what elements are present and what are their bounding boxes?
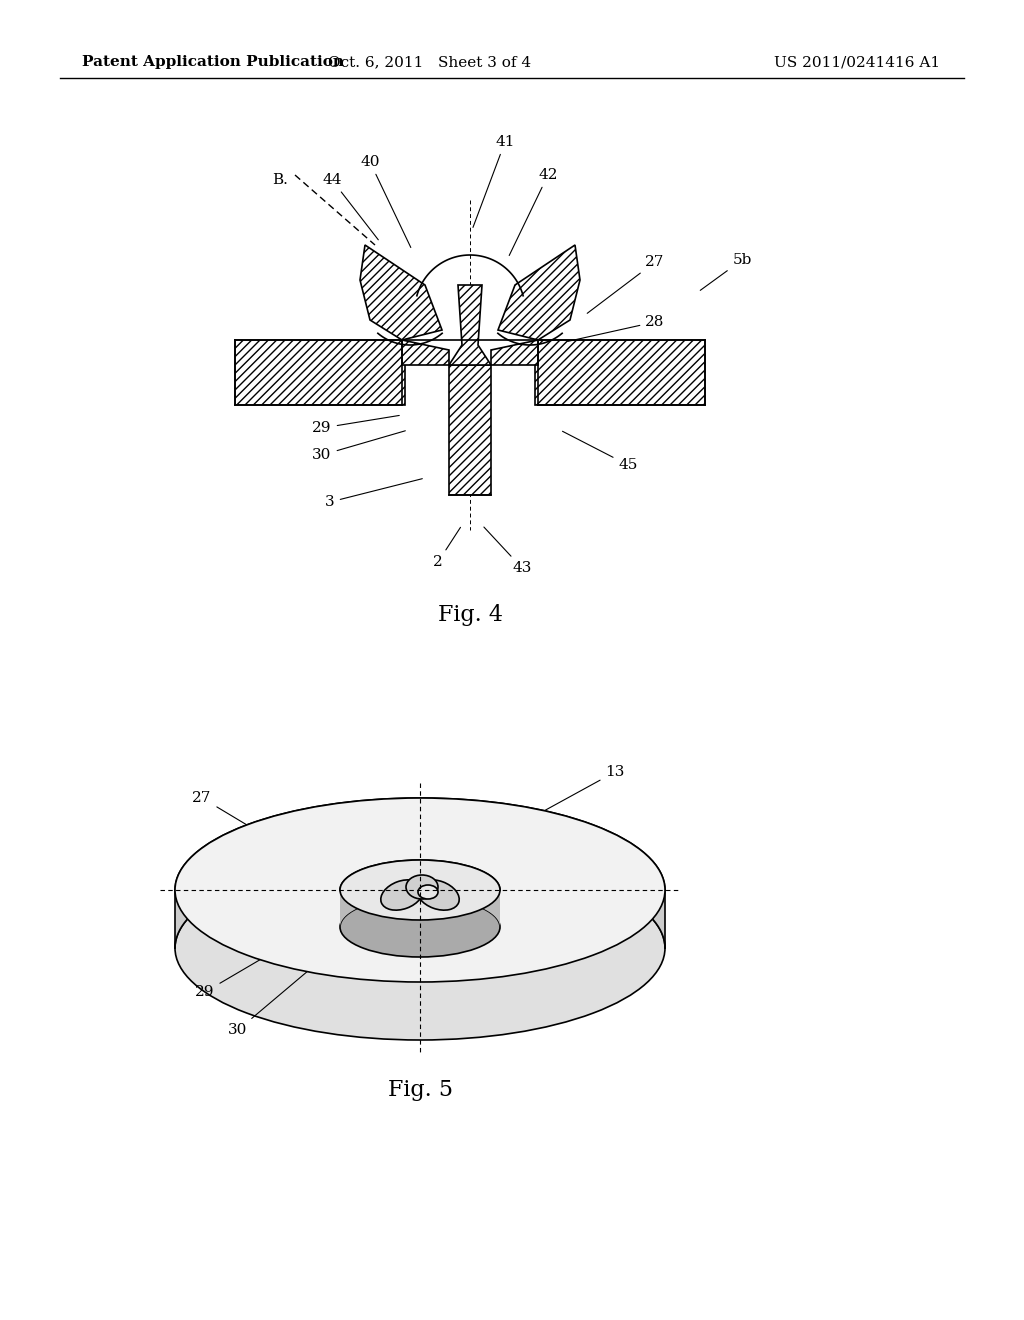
Text: 27: 27	[587, 255, 665, 313]
Text: Fig. 5: Fig. 5	[387, 1078, 453, 1101]
Text: 28: 28	[567, 315, 665, 342]
Text: Oct. 6, 2011   Sheet 3 of 4: Oct. 6, 2011 Sheet 3 of 4	[329, 55, 531, 69]
Text: US 2011/0241416 A1: US 2011/0241416 A1	[774, 55, 940, 69]
Ellipse shape	[418, 884, 438, 899]
Text: 40: 40	[360, 154, 411, 247]
Ellipse shape	[340, 898, 500, 957]
Text: 29: 29	[312, 416, 399, 436]
Ellipse shape	[175, 855, 665, 1040]
Polygon shape	[449, 285, 490, 366]
Text: 43: 43	[484, 527, 531, 576]
Text: 41: 41	[473, 135, 515, 227]
Bar	[449, 366, 490, 495]
Text: 30: 30	[228, 966, 313, 1038]
Text: 28: 28	[246, 903, 385, 939]
Text: 45: 45	[562, 432, 638, 473]
Text: 2: 2	[433, 527, 461, 569]
Text: 13: 13	[503, 766, 625, 834]
Text: 30: 30	[312, 430, 406, 462]
Ellipse shape	[381, 880, 423, 911]
Ellipse shape	[417, 880, 459, 911]
Text: 27: 27	[193, 791, 290, 850]
Polygon shape	[490, 341, 538, 366]
Text: B.: B.	[272, 173, 288, 187]
Bar	[535, 341, 705, 405]
Ellipse shape	[340, 861, 500, 920]
Bar	[535, 341, 705, 405]
Ellipse shape	[175, 799, 665, 982]
Polygon shape	[498, 246, 580, 341]
Text: 3: 3	[326, 479, 422, 510]
Bar	[449, 366, 490, 495]
Text: 29: 29	[196, 949, 278, 999]
Text: Fig. 4: Fig. 4	[437, 605, 503, 626]
Polygon shape	[360, 246, 442, 341]
Text: 42: 42	[509, 168, 558, 256]
Polygon shape	[175, 799, 665, 948]
Polygon shape	[402, 341, 449, 366]
Ellipse shape	[406, 875, 438, 899]
Bar	[234, 341, 406, 405]
Text: 5b: 5b	[700, 253, 752, 290]
Bar	[234, 341, 406, 405]
Text: Patent Application Publication: Patent Application Publication	[82, 55, 344, 69]
Text: 44: 44	[323, 173, 378, 240]
Polygon shape	[340, 861, 500, 927]
